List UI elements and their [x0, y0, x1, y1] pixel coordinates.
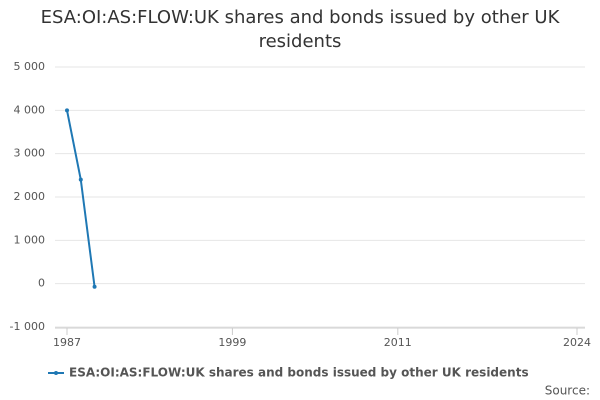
x-tick-label: 1987	[53, 336, 81, 349]
point	[92, 284, 97, 289]
y-tick-label: 0	[38, 277, 45, 290]
line	[66, 110, 96, 287]
x-tick-label: 1999	[218, 336, 246, 349]
point	[78, 177, 83, 182]
y-tick-label: 5 000	[14, 60, 46, 73]
y-tick-label: 4 000	[14, 103, 46, 116]
source: Source:	[545, 384, 590, 398]
x-tick-label: 2024	[563, 336, 591, 349]
point	[65, 108, 69, 113]
y-tick-label: 2 000	[14, 190, 46, 203]
y-tick-label: 1 000	[14, 233, 46, 246]
y-tick-label: -1 000	[10, 320, 45, 333]
x-tick-label: 2011	[384, 336, 412, 349]
y-tick-label: 3 000	[14, 147, 46, 160]
legend-label: ESA:OI:AS:FLOW:UK shares and bonds issue…	[69, 366, 529, 380]
chart-title: ESA:OI:AS:FLOW:UK shares and bonds issue…	[40, 7, 560, 52]
legend-marker	[54, 371, 58, 375]
